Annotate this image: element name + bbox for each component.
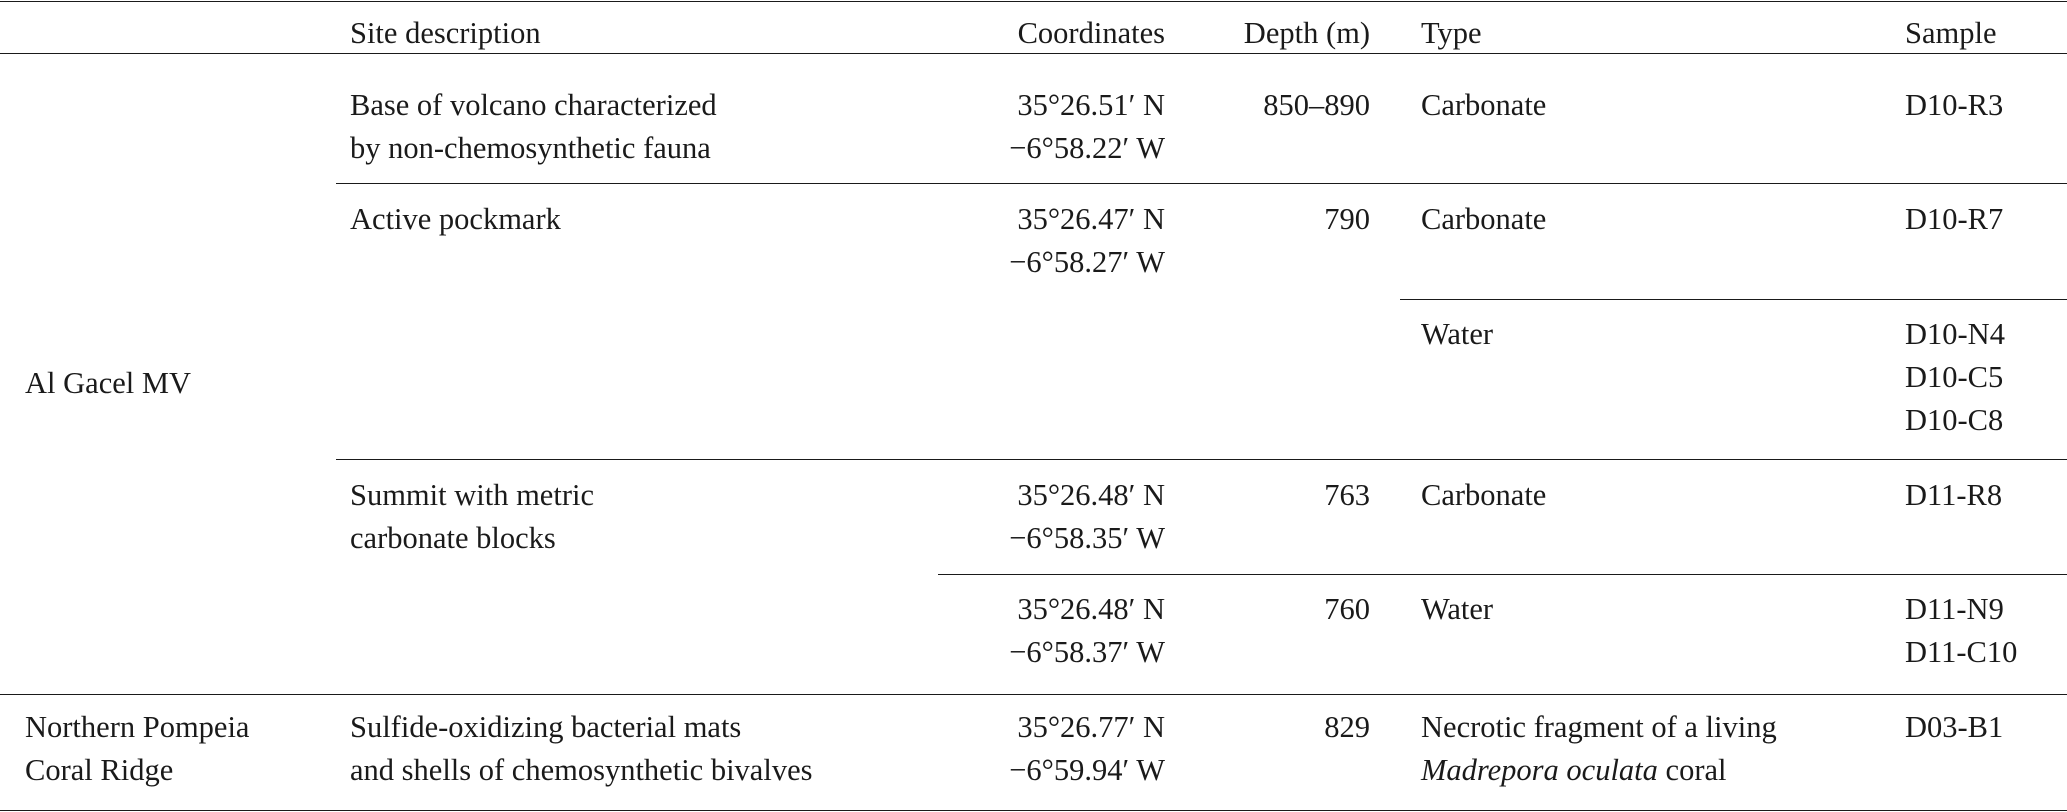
row-divider <box>336 183 2067 184</box>
coordinates: 35°26.48′ N −6°58.37′ W <box>1009 592 1165 669</box>
sample-type: Necrotic fragment of a living Madrepora … <box>1421 710 1777 787</box>
depth-value: 790 <box>1324 202 1370 236</box>
sample-id: D10-R3 <box>1905 88 2004 122</box>
depth-value: 760 <box>1324 592 1370 626</box>
sample-id: D11-R8 <box>1905 478 2003 512</box>
header-type: Type <box>1421 16 1482 50</box>
species-name: Madrepora oculata <box>1421 753 1658 787</box>
header-rule <box>0 53 2067 54</box>
sample-type: Water <box>1421 317 1494 351</box>
depth-value: 850–890 <box>1263 88 1370 122</box>
site-description: Sulfide-oxidizing bacterial mats and she… <box>350 710 813 787</box>
group-rule <box>0 694 2067 695</box>
coordinates: 35°26.51′ N −6°58.22′ W <box>1009 88 1165 165</box>
header-depth: Depth (m) <box>1243 16 1370 50</box>
sample-type: Carbonate <box>1421 478 1547 512</box>
header-coordinates: Coordinates <box>1017 16 1165 50</box>
site-description: Active pockmark <box>350 202 561 236</box>
sample-id: D10-R7 <box>1905 202 2004 236</box>
site-description: Summit with metric carbonate blocks <box>350 478 594 555</box>
sample-type: Water <box>1421 592 1494 626</box>
sample-type: Carbonate <box>1421 202 1547 236</box>
header-sample: Sample <box>1905 16 1997 50</box>
header-site-description: Site description <box>350 16 541 50</box>
coordinates: 35°26.48′ N −6°58.35′ W <box>1009 478 1165 555</box>
row-divider <box>938 574 2067 575</box>
group-label: Al Gacel MV <box>25 366 192 400</box>
sample-id: D03-B1 <box>1905 710 2004 744</box>
coordinates: 35°26.47′ N −6°58.27′ W <box>1009 202 1165 279</box>
sample-id-list: D11-N9 D11-C10 <box>1905 592 2018 669</box>
sample-id-list: D10-N4 D10-C5 D10-C8 <box>1905 317 2005 437</box>
table-bottom-rule <box>0 810 2067 811</box>
row-divider <box>336 459 2067 460</box>
sample-type: Carbonate <box>1421 88 1547 122</box>
table-top-rule <box>0 1 2067 2</box>
row-divider <box>1400 299 2067 300</box>
depth-value: 763 <box>1324 478 1370 512</box>
site-description: Base of volcano characterized by non-che… <box>350 88 717 165</box>
group-label: Northern Pompeia Coral Ridge <box>25 710 250 787</box>
coordinates: 35°26.77′ N −6°59.94′ W <box>1009 710 1165 787</box>
depth-value: 829 <box>1324 710 1370 744</box>
